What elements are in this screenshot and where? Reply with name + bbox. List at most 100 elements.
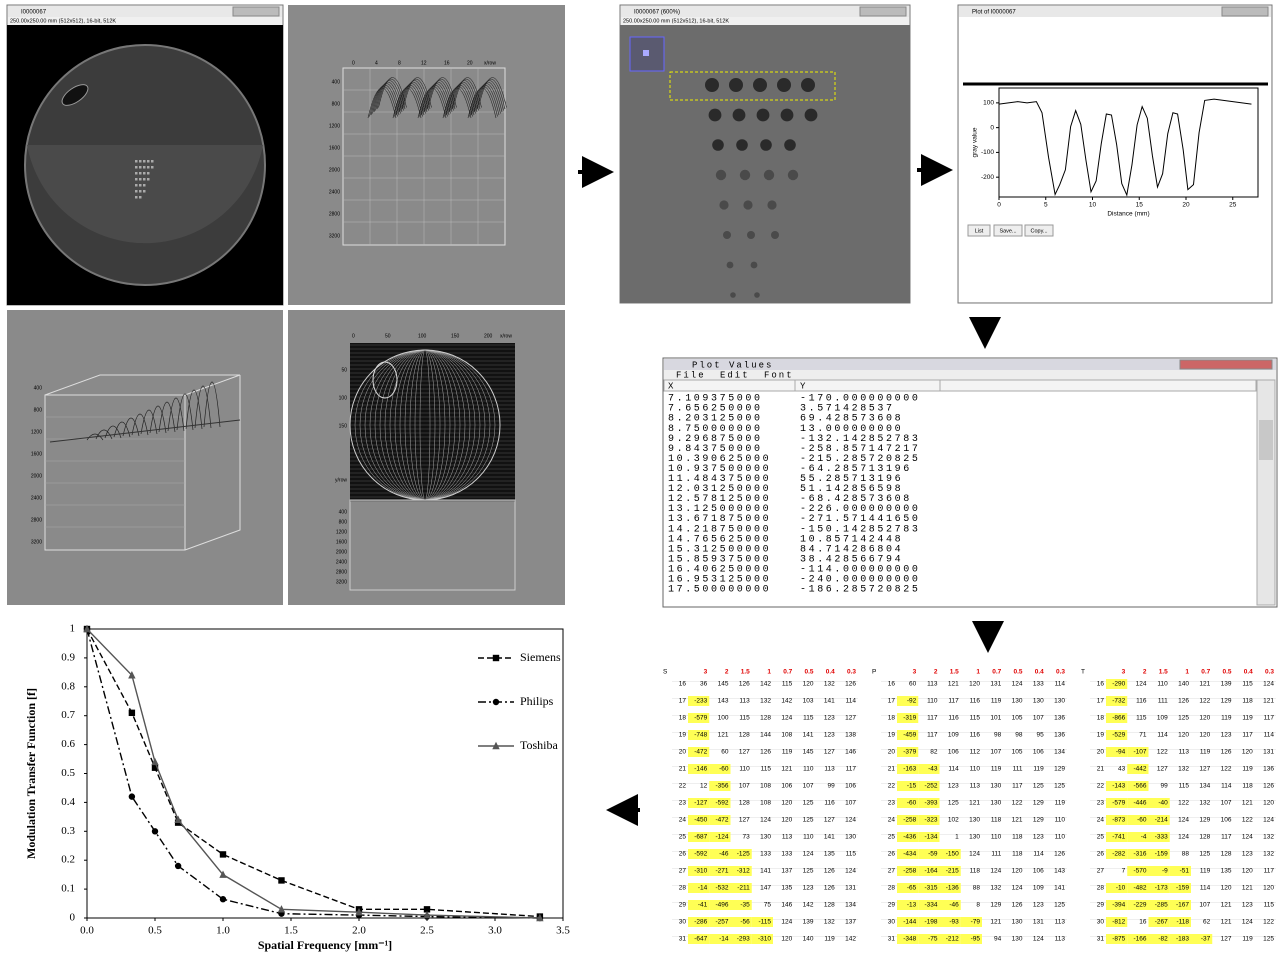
pin	[747, 231, 755, 239]
cell: 117	[1264, 868, 1275, 875]
cell: -579	[694, 715, 707, 722]
cell: 124	[760, 817, 771, 824]
cell: 120	[1178, 732, 1189, 739]
menu-item[interactable]: File	[676, 370, 706, 380]
cell: 7	[1122, 868, 1126, 875]
cell: 126	[824, 885, 835, 892]
cell: 114	[1033, 851, 1044, 858]
cell: 123	[824, 715, 835, 722]
cell: 137	[845, 919, 856, 926]
row-number: 31	[888, 936, 896, 943]
cell: 107	[1221, 800, 1232, 807]
cell: -166	[1133, 936, 1146, 943]
column-header: 1.5	[950, 669, 959, 676]
cell: 113	[927, 681, 938, 688]
cell: 100	[718, 715, 729, 722]
pin	[767, 200, 776, 209]
tick-label: 2400	[329, 189, 340, 195]
phantom-pin	[135, 166, 138, 169]
series-line	[87, 629, 540, 918]
x-tick-label: 0	[997, 202, 1001, 209]
menu-item[interactable]: Font	[764, 370, 794, 380]
cell: -459	[903, 732, 916, 739]
cell: 110	[803, 766, 814, 773]
row-number: 28	[1097, 885, 1105, 892]
cell: 113	[1055, 936, 1066, 943]
row-number: 26	[1097, 851, 1105, 858]
row-number: 18	[1097, 715, 1105, 722]
cell: 128	[760, 715, 771, 722]
cell: 118	[1242, 698, 1253, 705]
cell: 136	[1263, 766, 1274, 773]
cell: -60	[907, 800, 917, 807]
cell: 60	[721, 749, 729, 756]
cell: 124	[803, 851, 814, 858]
cell: 130	[1012, 698, 1023, 705]
row-number: 24	[679, 817, 687, 824]
y-axis-label: gray value	[972, 127, 979, 157]
phantom-pin	[147, 178, 150, 181]
tick-label: 100	[418, 333, 427, 339]
cell: -136	[946, 885, 959, 892]
cell: 108	[781, 732, 792, 739]
cell: -15	[907, 783, 917, 790]
row-number: 18	[888, 715, 896, 722]
cell: 132	[1263, 834, 1274, 841]
cell: 101	[990, 715, 1001, 722]
cell: 116	[948, 715, 959, 722]
cell: -59	[928, 851, 938, 858]
row-number: 24	[888, 817, 896, 824]
cell: -319	[903, 715, 916, 722]
cell: 132	[1263, 851, 1274, 858]
cell: 124	[1263, 681, 1274, 688]
cell: 126	[760, 749, 771, 756]
cell: 16	[1139, 919, 1147, 926]
cell: 121	[969, 800, 980, 807]
cell: 103	[803, 698, 814, 705]
cell: 132	[990, 885, 1001, 892]
cell: -316	[1133, 851, 1146, 858]
cell: 127	[824, 817, 835, 824]
cell: -379	[903, 749, 916, 756]
cell: -143	[1112, 783, 1125, 790]
x-tick-label: 1.5	[284, 925, 298, 937]
cell: -323	[924, 817, 937, 824]
tick-label: 50	[341, 367, 347, 373]
cell: 126	[1178, 698, 1189, 705]
cell: 108	[760, 783, 771, 790]
cell: 129	[1199, 817, 1210, 824]
cell: -732	[1112, 698, 1125, 705]
x-tick-label: 3.5	[556, 925, 570, 937]
menu-item[interactable]: Edit	[720, 370, 750, 380]
plot-frame	[87, 629, 563, 918]
tick-label: 3200	[31, 539, 42, 545]
cell: 126	[739, 681, 750, 688]
cell: -4	[1141, 834, 1147, 841]
tick-label: 800	[339, 519, 348, 525]
cell: 123	[1242, 851, 1253, 858]
tick-label: 2800	[31, 517, 42, 523]
tick-label: 400	[339, 509, 348, 515]
cell: -9	[1162, 868, 1168, 875]
cell: 121	[781, 766, 792, 773]
cell: 114	[1157, 732, 1168, 739]
pin	[740, 170, 750, 180]
cell: 95	[1037, 732, 1045, 739]
cell: 126	[1221, 749, 1232, 756]
x-tick-label: 15	[1136, 202, 1144, 209]
cell: 142	[760, 681, 771, 688]
cell: 123	[824, 732, 835, 739]
cell: 135	[1221, 868, 1232, 875]
cell: -173	[1155, 885, 1168, 892]
cell: 107	[1199, 902, 1210, 909]
cell: 118	[991, 817, 1002, 824]
y-tick-label: 0.8	[61, 680, 75, 692]
pin	[805, 109, 818, 122]
cell: 75	[764, 902, 772, 909]
cell: 120	[1263, 800, 1274, 807]
cell: 124	[1012, 885, 1023, 892]
column-header: 0.4	[1244, 669, 1253, 676]
pin	[729, 78, 743, 92]
cell: 120	[1242, 749, 1253, 756]
y-tick-label: 0.1	[61, 883, 75, 895]
